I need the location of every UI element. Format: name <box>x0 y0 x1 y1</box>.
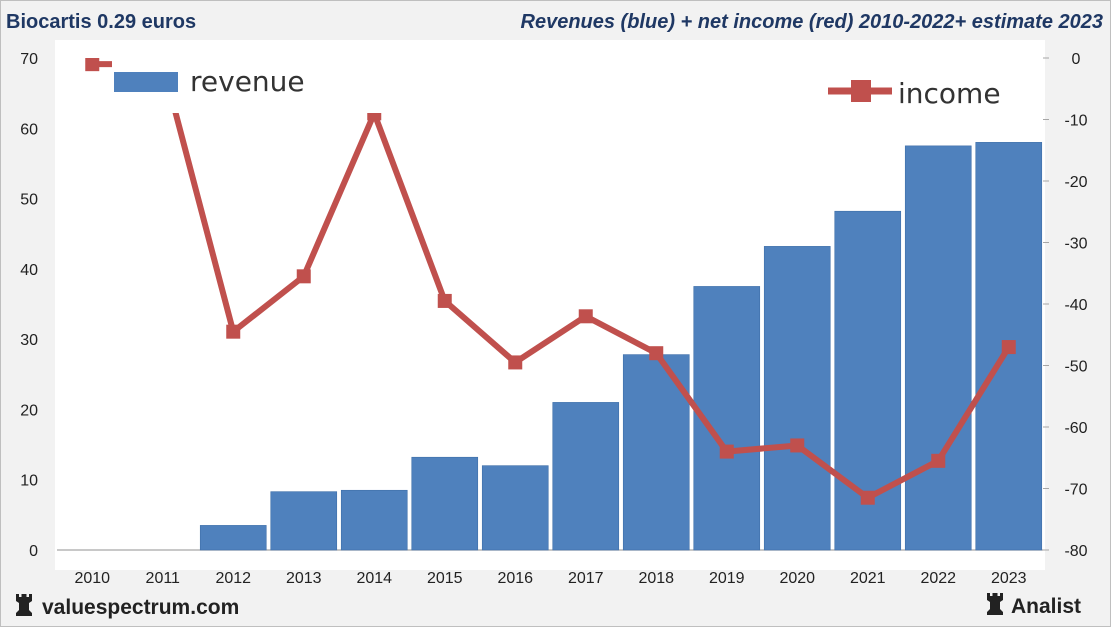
right-tick-label: -10 <box>1064 113 1087 130</box>
x-tick-label: 2021 <box>850 570 886 587</box>
right-tick-label: -40 <box>1064 297 1087 314</box>
x-tick-label: 2010 <box>74 570 110 587</box>
right-axis: 0 -10 -20 -30 -40 -50 -60 -70 -80 <box>1043 51 1088 560</box>
chart-subtitle: Revenues (blue) + net income (red) 2010-… <box>520 11 1104 33</box>
legend-income-label: income <box>898 77 1001 110</box>
x-tick-label: 2013 <box>286 570 322 587</box>
revenue-series <box>199 142 1043 551</box>
left-tick-label: 0 <box>29 543 38 560</box>
left-tick-label: 30 <box>20 332 38 349</box>
income-marker <box>437 293 452 308</box>
brand-label: Analist <box>1010 595 1081 618</box>
right-tick-label: -60 <box>1064 420 1087 437</box>
right-tick-label: -30 <box>1064 236 1087 253</box>
income-marker <box>296 269 311 284</box>
left-tick-label: 70 <box>20 51 38 68</box>
legend-box-left <box>112 58 802 113</box>
left-tick-label: 60 <box>20 121 38 138</box>
x-tick-label: 2011 <box>146 570 181 587</box>
revenue-bar <box>411 456 479 551</box>
revenue-bar <box>763 246 831 551</box>
revenue-bar <box>552 402 620 551</box>
x-tick-label: 2015 <box>427 570 463 587</box>
x-tick-label: 2023 <box>991 570 1027 587</box>
left-tick-label: 40 <box>20 262 38 279</box>
site-label: valuespectrum.com <box>42 596 240 619</box>
chess-rook-icon <box>985 593 1005 621</box>
right-tick-label: -80 <box>1064 543 1087 560</box>
right-tick-label: 0 <box>1072 51 1081 68</box>
x-tick-label: 2018 <box>638 570 674 587</box>
income-marker <box>860 490 875 505</box>
right-tick-label: -70 <box>1064 482 1087 499</box>
x-tick-label: 2016 <box>497 570 533 587</box>
chess-rook-icon <box>14 594 34 622</box>
x-tick-label: 2020 <box>779 570 815 587</box>
income-marker <box>226 324 241 339</box>
chart-legend: revenue income <box>112 58 1040 138</box>
legend-revenue-label: revenue <box>190 65 305 98</box>
revenue-bar <box>199 525 267 551</box>
left-tick-label: 10 <box>20 473 38 490</box>
income-marker <box>790 438 805 453</box>
income-marker <box>508 355 523 370</box>
right-tick-label: -20 <box>1064 174 1087 191</box>
x-tick-label: 2022 <box>920 570 956 587</box>
x-tick-label: 2017 <box>568 570 604 587</box>
company-title: Biocartis 0.29 euros <box>6 11 197 33</box>
revenue-bar <box>481 465 549 551</box>
x-axis-labels: 2010 2011 2012 2013 2014 2015 2016 2017 2018 2019… <box>74 570 1026 587</box>
x-tick-label: 2014 <box>356 570 392 587</box>
legend-income-marker <box>851 80 871 102</box>
income-marker <box>931 453 946 468</box>
left-tick-label: 20 <box>20 402 38 419</box>
revenue-bar <box>904 145 972 551</box>
left-axis: 0 10 20 30 40 50 60 70 <box>20 51 38 560</box>
right-tick-label: -50 <box>1064 359 1087 376</box>
footer-site: valuespectrum.com <box>14 594 239 622</box>
x-tick-label: 2019 <box>709 570 745 587</box>
legend-mask <box>1018 58 1040 138</box>
income-marker <box>719 444 734 459</box>
income-marker <box>578 309 593 324</box>
income-line <box>92 61 1012 501</box>
income-marker <box>649 346 664 361</box>
left-tick-label: 50 <box>20 192 38 209</box>
income-marker <box>1001 340 1016 355</box>
revenue-bar <box>270 491 338 551</box>
x-tick-label: 2012 <box>215 570 251 587</box>
income-marker <box>85 58 100 72</box>
footer-brand: Analist <box>985 593 1081 621</box>
revenue-bar <box>340 489 408 551</box>
legend-revenue-swatch <box>114 72 178 92</box>
